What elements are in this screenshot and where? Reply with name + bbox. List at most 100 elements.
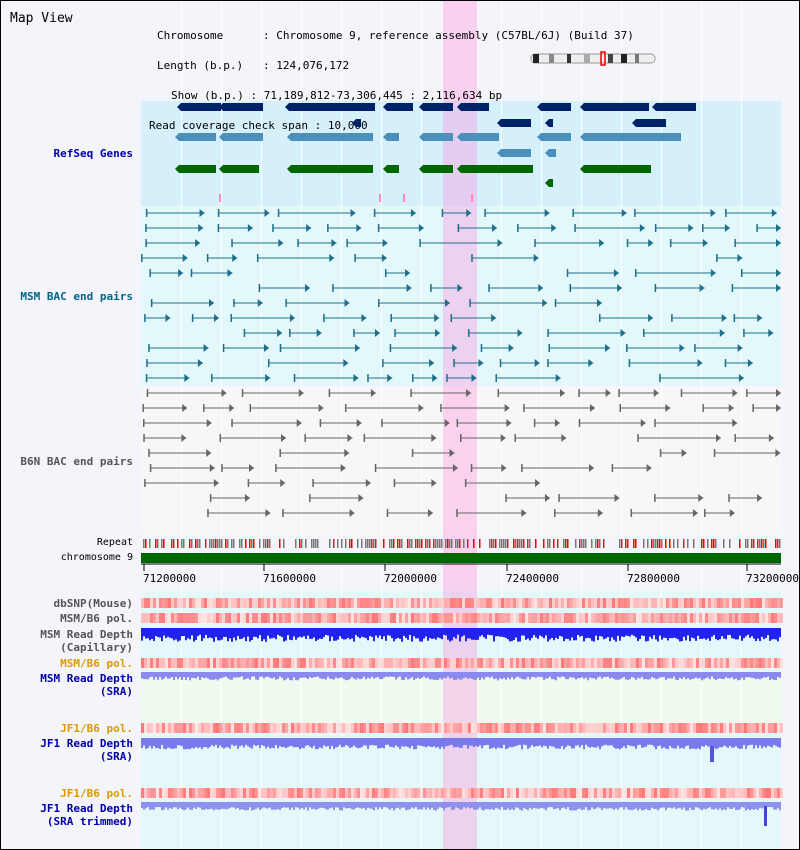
msm-capillary-depth xyxy=(455,628,457,639)
jf1-b6-pol2-cell xyxy=(681,788,684,798)
jf1-trim-depth xyxy=(207,802,209,810)
msm-bac-pair-end xyxy=(737,254,743,262)
dbsnp-cell xyxy=(297,598,300,608)
dbsnp-cell xyxy=(141,598,144,608)
msm-b6-pol2-cell xyxy=(387,658,390,668)
msm-sra-depth xyxy=(585,672,587,678)
jf1-sra-depth xyxy=(777,738,779,747)
jf1-b6-pol-cell xyxy=(465,723,468,733)
jf1-trim-depth xyxy=(239,802,241,811)
msm-sra-depth xyxy=(383,672,385,678)
jf1-sra-depth xyxy=(387,738,389,745)
b6n-bac-pair-end xyxy=(497,389,500,397)
b6n-bac-pair-end xyxy=(775,449,781,457)
jf1-sra-depth xyxy=(335,738,337,748)
jf1-sra-depth xyxy=(249,738,251,748)
jf1-b6-pol-cell xyxy=(390,723,393,733)
jf1-trim-depth xyxy=(693,802,695,810)
msm-b6-pol2-cell xyxy=(213,658,216,668)
dbsnp-cell xyxy=(672,598,675,608)
repeat-element xyxy=(349,539,351,548)
msm-capillary-depth xyxy=(375,628,377,636)
msm-b6-pol2-cell xyxy=(414,658,417,668)
msm-sra-depth xyxy=(193,672,195,678)
msm-b6-pol2-cell xyxy=(384,658,387,668)
msm-b6-pol2-cell xyxy=(666,658,669,668)
msm-sra-depth xyxy=(517,672,519,677)
jf1-sra-depth xyxy=(333,738,335,749)
msm-b6-pol-cell xyxy=(270,613,273,623)
jf1-b6-pol-cell xyxy=(180,723,183,733)
jf1-b6-pol-cell xyxy=(444,723,447,733)
msm-b6-pol-cell xyxy=(561,613,564,623)
msm-b6-pol-cell xyxy=(720,613,723,623)
jf1-sra-depth xyxy=(555,738,557,749)
msm-capillary-depth xyxy=(393,628,395,642)
b6n-bac-pair-end xyxy=(374,464,377,472)
msm-sra-depth xyxy=(601,672,603,679)
msm-b6-pol2-cell xyxy=(510,658,513,668)
msm-capillary-depth xyxy=(741,628,743,641)
chromosome-ideogram[interactable] xyxy=(1,1,800,71)
msm-capillary-depth xyxy=(191,628,193,636)
msm-b6-pol2-cell xyxy=(726,658,729,668)
repeat-element xyxy=(669,539,671,548)
jf1-trim-depth xyxy=(639,802,641,809)
jf1-sra-depth xyxy=(719,738,721,748)
jf1-b6-pol-cell xyxy=(660,723,663,733)
selected-region-highlight[interactable] xyxy=(443,1,477,849)
msm-b6-pol-cell xyxy=(342,613,345,623)
jf1-b6-pol-cell xyxy=(360,723,363,733)
jf1-trim-depth xyxy=(357,802,359,808)
msm-bac-pair-end xyxy=(517,329,523,337)
jf1-trim-depth xyxy=(441,802,443,809)
jf1-sra-depth xyxy=(605,738,607,745)
msm-b6-pol2-cell xyxy=(186,658,189,668)
msm-sra-depth xyxy=(227,672,229,679)
jf1-b6-pol2-cell xyxy=(645,788,648,798)
msm-capillary-depth xyxy=(651,628,653,639)
jf1-b6-pol2-cell xyxy=(315,788,318,798)
msm-b6-pol-cell xyxy=(228,613,231,623)
jf1-trim-depth xyxy=(557,802,559,809)
msm-sra-depth xyxy=(161,672,163,680)
jf1-trim-depth xyxy=(219,802,221,810)
dbsnp-cell xyxy=(288,598,291,608)
msm-capillary-depth xyxy=(299,628,301,637)
jf1-trim-depth xyxy=(353,802,355,810)
msm-sra-depth xyxy=(443,672,445,678)
jf1-trim-depth xyxy=(293,802,295,810)
jf1-b6-pol-cell xyxy=(750,723,753,733)
jf1-trim-depth xyxy=(435,802,437,811)
repeat-element xyxy=(517,539,519,548)
msm-sra-depth xyxy=(187,672,189,678)
repeat-element xyxy=(399,539,401,548)
jf1-trim-depth xyxy=(673,802,675,808)
dbsnp-cell xyxy=(168,598,171,608)
jf1-sra-depth xyxy=(755,738,757,746)
jf1-read-depth-trim-label: JF1 Read Depth (SRA trimmed) xyxy=(40,802,133,828)
msm-capillary-depth xyxy=(775,628,777,640)
jf1-trim-depth xyxy=(685,802,687,811)
msm-bac-pair-end xyxy=(231,239,233,247)
msm-bac-pair-end xyxy=(441,209,444,217)
dbsnp-cell xyxy=(405,598,408,608)
msm-capillary-depth xyxy=(743,628,745,639)
jf1-b6-pol-cell xyxy=(573,723,576,733)
msm-bac-pair-end xyxy=(599,239,605,247)
jf1-trim-depth xyxy=(675,802,677,810)
jf1-sra-depth xyxy=(577,738,579,746)
b6n-bac-pair-end xyxy=(347,434,353,442)
jf1-trim-depth xyxy=(155,802,157,808)
jf1-b6-pol-cell xyxy=(162,723,165,733)
msm-b6-pol2-cell xyxy=(483,658,486,668)
msm-capillary-depth xyxy=(367,628,369,641)
msm-b6-pol2-cell xyxy=(555,658,558,668)
msm-capillary-depth xyxy=(643,628,645,636)
axis-tick-6: 73200000 xyxy=(746,572,799,585)
msm-capillary-depth xyxy=(523,628,525,636)
jf1-b6-pol-cell xyxy=(168,723,171,733)
jf1-trim-depth xyxy=(201,802,203,810)
jf1-sra-depth xyxy=(193,738,195,749)
